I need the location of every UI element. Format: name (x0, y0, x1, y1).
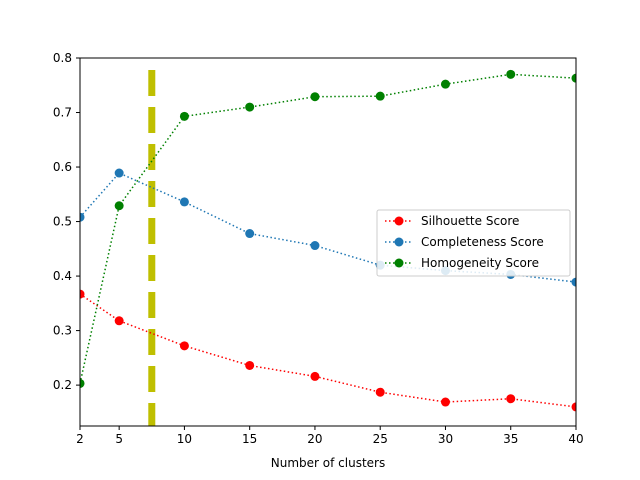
data-point (114, 201, 124, 211)
data-point (245, 360, 255, 370)
data-point (571, 73, 576, 83)
y-tick-label: 0.4 (53, 269, 72, 283)
legend-item: Completeness Score (385, 235, 544, 249)
y-tick-label: 0.7 (53, 106, 72, 120)
data-point (375, 91, 385, 101)
y-tick-label: 0.6 (53, 160, 72, 174)
data-point (245, 229, 255, 239)
data-point (440, 397, 450, 407)
x-tick-label: 25 (373, 432, 388, 446)
legend-swatch-marker (394, 237, 404, 247)
x-tick-label: 15 (242, 432, 257, 446)
data-point (114, 168, 124, 178)
y-tick-label: 0.3 (53, 324, 72, 338)
data-point (179, 197, 189, 207)
legend-item: Silhouette Score (385, 214, 519, 228)
legend-swatch-marker (394, 258, 404, 268)
series-0 (80, 289, 576, 412)
x-axis: 2 5 10 15 20 25 30 35 40 (76, 426, 584, 446)
data-point (179, 341, 189, 351)
plot-area (80, 69, 576, 426)
data-point (571, 277, 576, 287)
data-point (571, 402, 576, 412)
data-point (310, 371, 320, 381)
y-axis: 0.2 0.3 0.4 0.5 0.6 0.7 0.8 (53, 51, 80, 392)
legend: Silhouette Score Completeness Score Homoge… (376, 209, 571, 277)
legend-label: Silhouette Score (421, 214, 519, 228)
legend-label: Homogeneity Score (421, 256, 539, 270)
data-point (80, 289, 85, 299)
x-tick-label: 30 (438, 432, 453, 446)
x-tick-label: 20 (307, 432, 322, 446)
x-tick-label: 40 (568, 432, 583, 446)
series-line (80, 293, 576, 408)
y-tick-label: 0.8 (53, 51, 72, 65)
x-tick-label: 2 (76, 432, 84, 446)
data-point (245, 102, 255, 112)
data-point (506, 69, 516, 79)
legend-item: Homogeneity Score (385, 256, 539, 270)
x-tick-label: 35 (503, 432, 518, 446)
x-axis-title: Number of clusters (271, 456, 385, 470)
plot-frame (79, 57, 577, 427)
data-point (310, 92, 320, 102)
y-tick-label: 0.5 (53, 215, 72, 229)
series-2 (80, 69, 576, 388)
data-point (80, 378, 85, 388)
data-point (179, 111, 189, 121)
data-point (310, 241, 320, 251)
x-tick-label: 10 (177, 432, 192, 446)
y-tick-label: 0.2 (53, 378, 72, 392)
legend-swatch-marker (394, 216, 404, 226)
data-point (114, 316, 124, 326)
data-point (506, 394, 516, 404)
legend-label: Completeness Score (421, 235, 544, 249)
data-point (80, 212, 85, 222)
legend-box (376, 209, 571, 277)
x-tick-label: 5 (115, 432, 123, 446)
data-point (440, 79, 450, 89)
data-point (375, 387, 385, 397)
